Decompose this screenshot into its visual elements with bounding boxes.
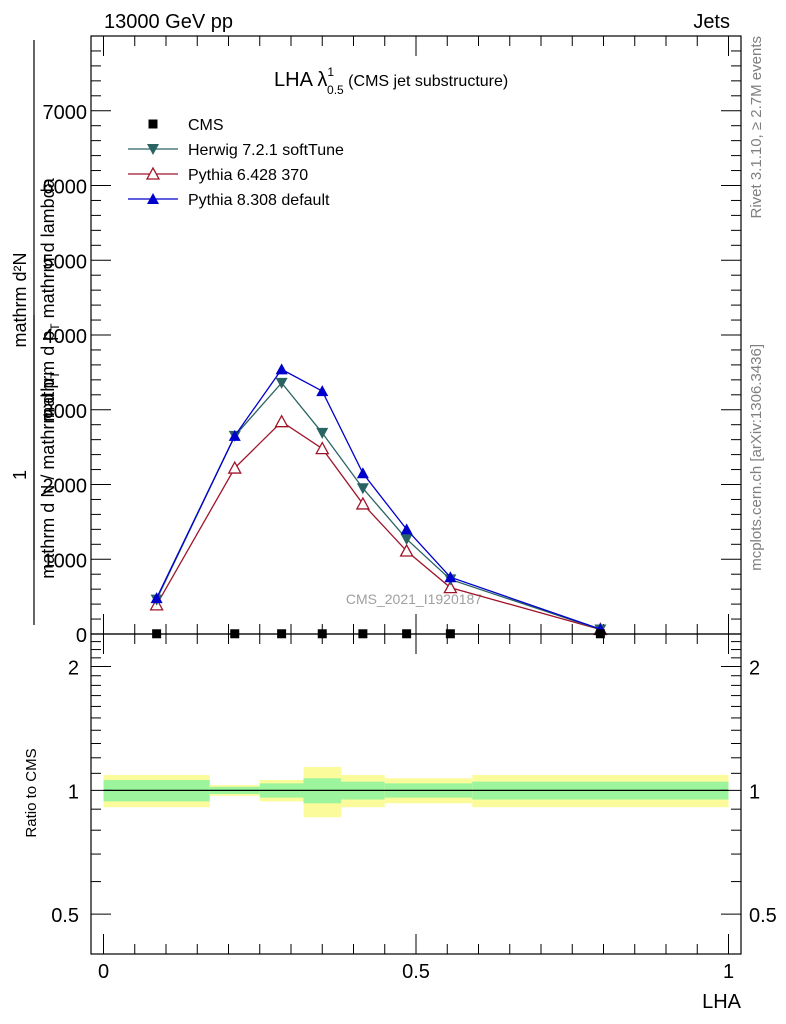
data-point <box>443 580 458 594</box>
y-tick-label: 5000 <box>43 251 88 273</box>
legend-label: CMS <box>188 117 224 134</box>
data-point <box>315 441 330 455</box>
data-point <box>275 363 288 375</box>
main-plot-ticks: 0 1000 2000 3000 4000 5000 6000 7000 <box>43 36 741 647</box>
rivet-label: Rivet 3.1.10, ≥ 2.7M events <box>748 36 765 219</box>
data-point <box>150 592 163 604</box>
x-tick-label: 1 <box>723 961 734 983</box>
y-tick-label: 0 <box>76 625 87 647</box>
legend-label: Pythia 8.308 default <box>188 192 330 209</box>
data-point <box>274 414 289 428</box>
ratio-plot-ticks: 0.5 0.5 1 1 2 2 0 0.5 1 <box>51 634 777 983</box>
header-jets: Jets <box>693 11 730 33</box>
y-tick-label: 1000 <box>43 550 88 572</box>
ylabel-numerator: mathrm d²N <box>10 252 30 347</box>
ratio-plot-frame <box>90 633 742 955</box>
plot-title: LHA λ1 0.5 (CMS jet substructure) <box>274 65 508 97</box>
series-2 <box>149 414 608 636</box>
series-line <box>156 420 601 631</box>
data-point <box>444 571 457 583</box>
ratio-y-tick-label: 1 <box>68 781 79 803</box>
mcplots-label: mcplots.cern.ch [arXiv:1306.3436] <box>748 344 765 571</box>
data-point <box>356 467 369 479</box>
y-tick-label: 4000 <box>43 326 88 348</box>
data-point <box>275 377 288 389</box>
ratio-bands <box>103 766 729 818</box>
data-point <box>356 483 369 495</box>
x-tick-label: 0 <box>98 961 109 983</box>
ylabel-prefix-numerator: 1 <box>10 470 30 480</box>
data-point <box>227 460 242 474</box>
legend-label: Pythia 6.428 370 <box>188 167 308 184</box>
y-tick-label: 2000 <box>43 476 88 498</box>
series-line <box>156 381 601 631</box>
legend-marker <box>147 193 159 204</box>
data-point <box>400 534 413 546</box>
legend-marker <box>147 144 159 155</box>
ratio-y-label: Ratio to CMS <box>23 748 40 837</box>
data-point <box>228 429 241 441</box>
series-3 <box>150 363 607 635</box>
header-energy: 13000 GeV pp <box>104 11 233 33</box>
legend-item-0: CMS <box>148 117 224 134</box>
main-y-axis-label: mathrm d²N mathrm d pT mathrm d lambda 1… <box>10 40 62 625</box>
legend-item-2: Pythia 6.428 370 <box>128 166 308 184</box>
legend-label: Herwig 7.2.1 softTune <box>188 142 344 159</box>
y-tick-label: 6000 <box>43 177 88 199</box>
data-point <box>316 427 329 439</box>
legend-item-3: Pythia 8.308 default <box>128 192 330 209</box>
ratio-y-tick-label: 0.5 <box>51 905 79 927</box>
legend: CMS Herwig 7.2.1 softTune Pythia 6.428 370… <box>128 117 344 209</box>
legend-marker <box>145 166 161 180</box>
data-point <box>355 496 370 510</box>
ylabel-prefix-denominator: mathrm d N / mathrm d pT <box>38 371 62 579</box>
x-tick-label: 0.5 <box>402 961 430 983</box>
y-tick-label: 3000 <box>43 401 88 423</box>
series-line <box>156 368 601 630</box>
x-axis-label: LHA <box>702 991 742 1013</box>
ratio-y-tick-label-right: 2 <box>749 658 760 680</box>
data-point <box>399 543 414 557</box>
y-tick-label: 7000 <box>43 102 88 124</box>
ratio-y-tick-label-right: 1 <box>749 781 760 803</box>
legend-marker <box>148 119 158 129</box>
ratio-y-tick-label-right: 0.5 <box>749 905 777 927</box>
analysis-watermark: CMS_2021_I1920187 <box>346 591 482 607</box>
data-point <box>400 523 413 535</box>
legend-item-1: Herwig 7.2.1 softTune <box>128 142 344 159</box>
data-point <box>316 385 329 397</box>
ylabel-denominator: mathrm d pT mathrm d lambda <box>38 177 62 421</box>
ratio-y-tick-label: 2 <box>68 658 79 680</box>
